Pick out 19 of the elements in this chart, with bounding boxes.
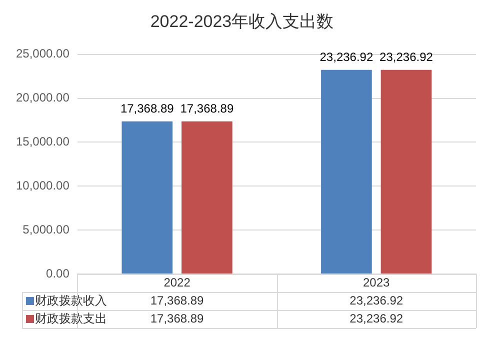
y-tick-label: 20,000.00: [16, 90, 70, 105]
data-label: 23,236.92: [350, 311, 404, 326]
text: 17,368.89: [180, 102, 234, 116]
chart-title: 2022-2023年收入支出数: [150, 12, 334, 31]
data-label: 17,368.89: [150, 293, 204, 308]
x-tick-label: 2022: [164, 275, 191, 290]
y-tick-label: 5,000.00: [22, 222, 70, 236]
text: 23,236.92: [320, 50, 374, 64]
legend-label: 财政拨款支出: [35, 311, 107, 326]
data-label: 17,368.89: [150, 311, 204, 326]
data-label: 23,236.92: [350, 293, 404, 308]
y-tick-label: 0.00: [46, 266, 70, 280]
y-tick-label: 25,000.00: [16, 46, 70, 61]
y-tick-label: 15,000.00: [16, 134, 70, 149]
y-tick-label: 10,000.00: [16, 178, 70, 192]
text: 23,236.92: [380, 50, 433, 64]
text: 17,368.89: [120, 102, 174, 116]
x-tick-label: 2023: [362, 275, 390, 290]
legend-label: 财政拨款收入: [35, 293, 107, 308]
